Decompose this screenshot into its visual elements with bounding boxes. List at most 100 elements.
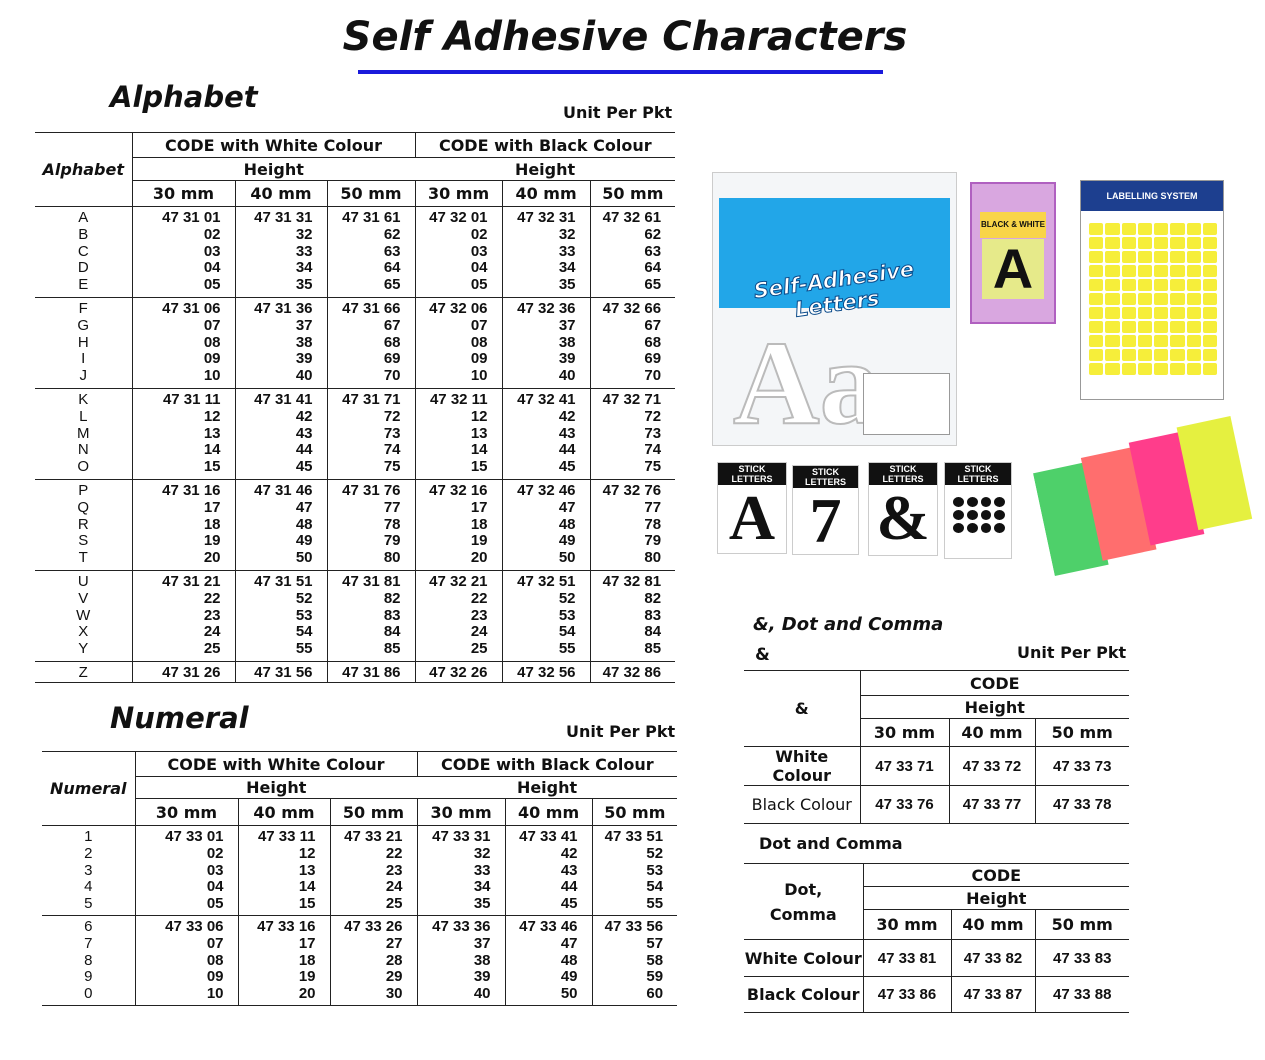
label-dot: [1089, 363, 1104, 375]
code-column: 47 31 81 82 83 84 85: [326, 570, 416, 662]
label-dot: [1137, 237, 1152, 249]
code-value: 67: [383, 316, 401, 334]
code-value: 43: [295, 424, 313, 442]
stick-letters-label: STICK LETTERS: [793, 466, 858, 488]
label-dot: [1170, 279, 1185, 291]
label-dot: [1121, 335, 1136, 347]
code-value: 47 31 41: [254, 391, 313, 408]
dot-sticker: [953, 523, 964, 533]
code-value: 37: [473, 934, 491, 952]
label-dot: [1202, 251, 1217, 263]
code-value: 47 32 56: [517, 664, 576, 681]
code-value: 38: [295, 333, 313, 351]
label-dot: [1170, 237, 1185, 249]
code-value: 44: [560, 878, 578, 896]
ampersand-row-header: &: [744, 670, 860, 747]
code-value: 14: [470, 441, 488, 459]
code-cell: 47 33 86: [862, 976, 951, 1013]
code-value: 32: [473, 844, 491, 862]
code-value: 17: [203, 498, 221, 516]
code-value: 04: [470, 259, 488, 277]
height-header: Height: [862, 886, 1129, 910]
white-code-header: CODE with White Colour: [134, 751, 418, 777]
code-value: 47 32 11: [429, 391, 488, 408]
code-value: 47 31 61: [342, 209, 401, 226]
code-column: 47 31 66 67 68 69 70: [326, 297, 416, 389]
label-dot: [1170, 363, 1185, 375]
code-column: 47 32 06 07 08 09 10: [414, 297, 503, 389]
label-dot: [1105, 223, 1120, 235]
label-dot: [1186, 251, 1201, 263]
label-dot: [1202, 363, 1217, 375]
black-white-label: BLACK & WHITE: [980, 212, 1046, 238]
code-value: 60: [646, 985, 664, 1003]
label-dot: [1154, 251, 1169, 263]
code-value: 47 31 31: [254, 209, 313, 226]
code-value: 38: [473, 951, 491, 969]
code-value: 47 31 21: [162, 573, 221, 590]
code-value: 18: [470, 515, 488, 533]
label-dot: [1202, 307, 1217, 319]
label-dot: [1154, 223, 1169, 235]
code-value: 45: [560, 895, 578, 913]
code-value: 47 33 36: [432, 918, 491, 935]
code-cell: 47 33 81: [862, 939, 951, 977]
label-dot: [1170, 335, 1185, 347]
code-value: 44: [558, 441, 576, 459]
code-value: 39: [295, 350, 313, 368]
table-row-group: K L M N O 47 31 11 12 13 14 15 47 31 41 42 43 44 45 47 …: [35, 388, 676, 480]
code-value: 10: [203, 367, 221, 385]
height-header: Height: [859, 695, 1129, 719]
code-value: 07: [470, 316, 488, 334]
black-code-header: CODE with Black Colour: [414, 132, 676, 158]
code-value: 47 33 26: [344, 918, 403, 935]
code-value: 47 31 46: [254, 482, 313, 499]
code-value: 37: [295, 316, 313, 334]
label-dot: [1154, 321, 1169, 333]
code-value: 55: [295, 640, 313, 658]
code-value: 47: [295, 498, 313, 516]
code-value: 78: [644, 515, 662, 533]
row-label: J: [79, 367, 88, 385]
code-value: 47 31 11: [162, 391, 221, 408]
table-row-group: U V W X Y 47 31 21 22 23 24 25 47 31 51 52 53 54 55 47 …: [35, 570, 676, 662]
special-title: &, Dot and Comma: [753, 614, 944, 635]
size-header: 30 mm: [131, 180, 235, 207]
label-dot: [1105, 363, 1120, 375]
code-value: 47 33 11: [257, 828, 316, 845]
code-cell: 47 33 76: [859, 785, 949, 824]
size-header: 40 mm: [948, 718, 1035, 747]
code-column: 47 32 01 02 03 04 05: [414, 206, 503, 298]
code-value: 42: [560, 844, 578, 862]
code-value: 47 31 06: [162, 300, 221, 317]
code-column: 47 33 11 12 13 14 15: [237, 825, 330, 916]
row-label: Z: [78, 664, 88, 681]
label-dot: [1137, 363, 1152, 375]
label-dot: [1202, 279, 1217, 291]
row-label: 5: [84, 895, 93, 913]
size-header: 30 mm: [859, 718, 949, 747]
row-header: Numeral: [42, 751, 135, 826]
code-value: 58: [646, 951, 664, 969]
code-column: 47 31 56: [234, 661, 327, 683]
code-value: 47 32 81: [602, 573, 662, 590]
label-dot: [1105, 237, 1120, 249]
label-dot: [1186, 279, 1201, 291]
dot-sticker: [966, 523, 978, 533]
code-column: 47 33 06 07 08 09 10: [134, 915, 238, 1006]
code-value: 40: [473, 985, 491, 1003]
code-value: 47 32 51: [517, 573, 576, 590]
table-row-group: 6 7 8 9 0 47 33 06 07 08 09 10 47 33 16 17 18 19 20 47 …: [42, 915, 678, 1006]
row-label: E: [78, 276, 89, 294]
code-value: 02: [203, 225, 221, 243]
code-column: 47 31 51 52 53 54 55: [234, 570, 327, 662]
code-value: 19: [298, 968, 316, 986]
code-value: 24: [470, 623, 488, 641]
code-value: 77: [383, 498, 401, 516]
code-value: 28: [385, 951, 403, 969]
code-value: 48: [560, 951, 578, 969]
code-value: 45: [558, 458, 576, 476]
code-value: 35: [558, 276, 576, 294]
table-row-group: Z 47 31 26 47 31 56 47 31 86 47 32 26 47 32 5…: [35, 661, 676, 683]
